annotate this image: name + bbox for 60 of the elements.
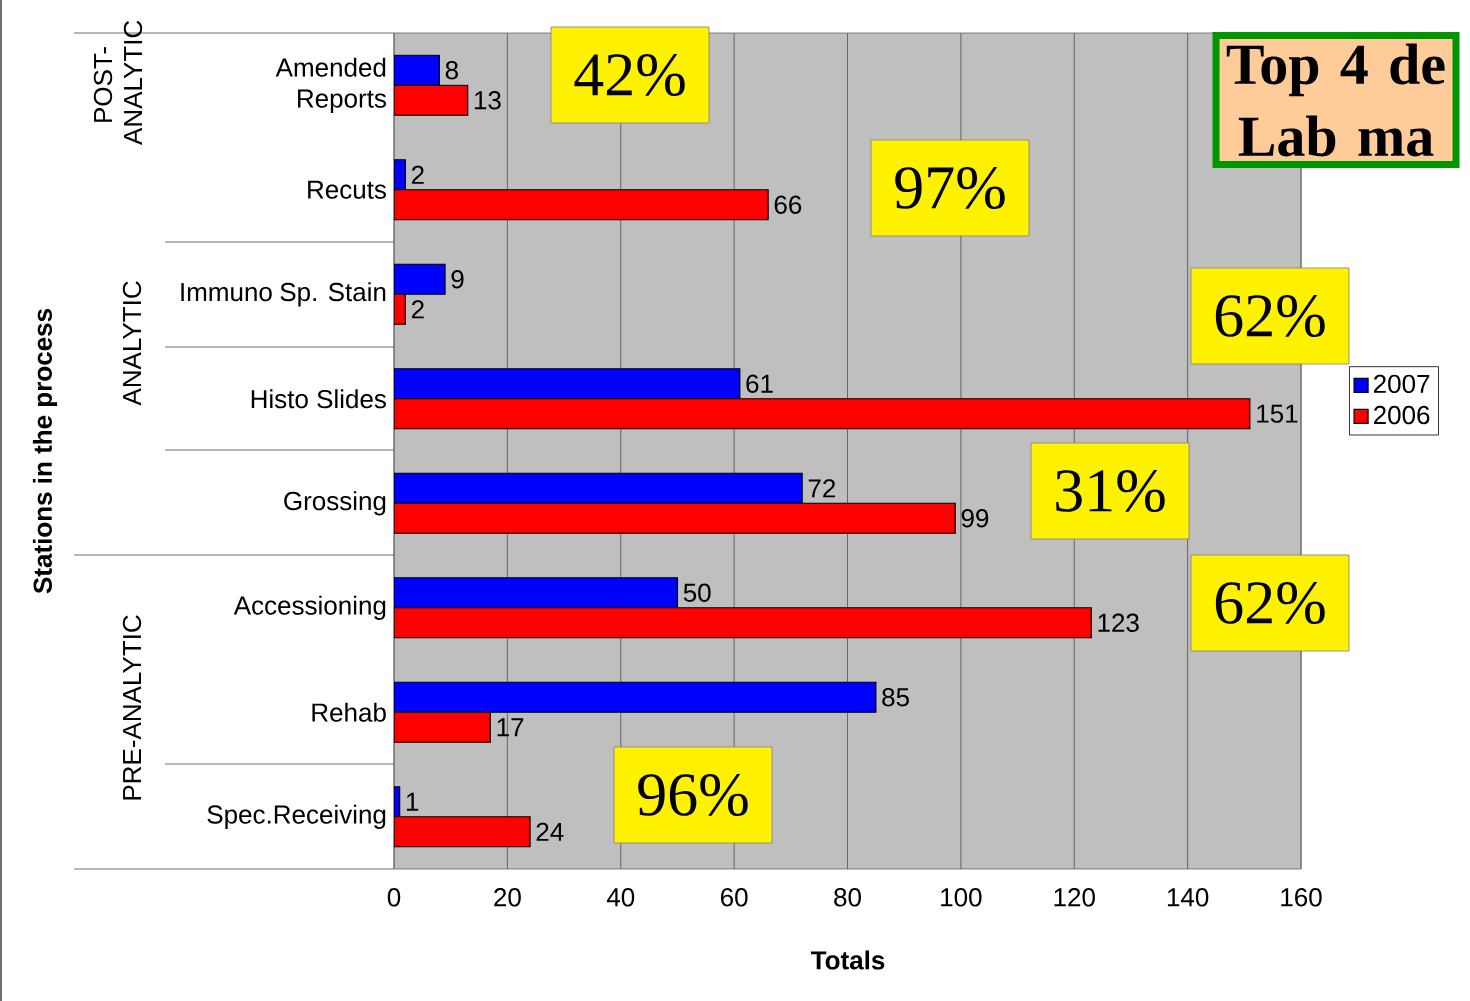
x-tick-label: 100 bbox=[941, 888, 982, 907]
bar bbox=[394, 607, 1092, 639]
x-tick-label: 20 bbox=[494, 888, 521, 907]
y-tick-label: Histo Slides bbox=[251, 389, 386, 409]
annotation: 31% bbox=[1056, 469, 1165, 513]
bar bbox=[394, 84, 469, 116]
y-tick-label: Immuno Sp. Stain bbox=[181, 282, 386, 307]
bar bbox=[394, 189, 769, 221]
x-tick-label: 60 bbox=[720, 888, 748, 907]
data-label: 17 bbox=[497, 718, 524, 737]
y-tick-label: Spec.Receiving bbox=[207, 804, 386, 829]
bar bbox=[394, 577, 679, 609]
text: POST-ANALYTIC bbox=[93, 20, 143, 145]
data-label: 61 bbox=[746, 374, 773, 393]
data-label: 123 bbox=[1098, 613, 1139, 632]
y-tick-label: Rehab bbox=[312, 702, 386, 722]
data-label: 66 bbox=[774, 195, 802, 214]
bar bbox=[394, 398, 1251, 430]
x-tick-label: 160 bbox=[1281, 888, 1322, 907]
x-tick-label: 0 bbox=[387, 888, 401, 907]
data-label: 1 bbox=[406, 792, 419, 811]
bar bbox=[394, 502, 956, 534]
x-tick-label: 140 bbox=[1167, 888, 1209, 907]
bar bbox=[394, 711, 491, 743]
data-label: 2 bbox=[411, 300, 424, 319]
annotation: Top 4 de Lab ma bbox=[1226, 43, 1445, 157]
data-label: 85 bbox=[882, 688, 909, 707]
annotation: 42% bbox=[574, 53, 685, 97]
y-tick-label: Accessioning bbox=[233, 595, 386, 620]
legend-label: 2007 bbox=[1374, 374, 1430, 394]
annotation: 97% bbox=[895, 166, 1005, 210]
x-axis-title: Totals bbox=[810, 950, 885, 970]
y-tick-label: Recuts bbox=[308, 180, 386, 199]
bar bbox=[394, 263, 446, 295]
data-label: 2 bbox=[411, 165, 424, 184]
y-axis-title: Stations in the process bbox=[32, 309, 58, 594]
x-tick-label: 80 bbox=[834, 888, 861, 907]
bar bbox=[394, 472, 803, 504]
data-label: 151 bbox=[1257, 404, 1298, 423]
data-label: 8 bbox=[445, 61, 458, 80]
text: PRE-ANALYTIC bbox=[122, 615, 142, 800]
y-tick-label: Grossing bbox=[284, 491, 386, 516]
data-label: 24 bbox=[536, 822, 564, 841]
bar bbox=[394, 681, 877, 713]
x-tick-label: 40 bbox=[606, 888, 635, 907]
data-label: 9 bbox=[451, 270, 464, 289]
bar bbox=[394, 54, 440, 86]
bar bbox=[394, 816, 531, 848]
annotation: 62% bbox=[1215, 294, 1325, 338]
x-tick-label: 120 bbox=[1054, 888, 1095, 907]
annotation: 96% bbox=[638, 773, 748, 817]
data-label: 13 bbox=[474, 91, 501, 110]
text: ANALYTIC bbox=[122, 281, 142, 406]
y-tick-label: Amended Reports bbox=[275, 57, 386, 113]
annotation: 62% bbox=[1215, 581, 1325, 625]
data-label: 50 bbox=[683, 583, 711, 602]
bar bbox=[394, 368, 741, 400]
legend-label: 2006 bbox=[1374, 405, 1430, 425]
data-label: 99 bbox=[961, 509, 989, 528]
data-label: 72 bbox=[808, 479, 836, 498]
